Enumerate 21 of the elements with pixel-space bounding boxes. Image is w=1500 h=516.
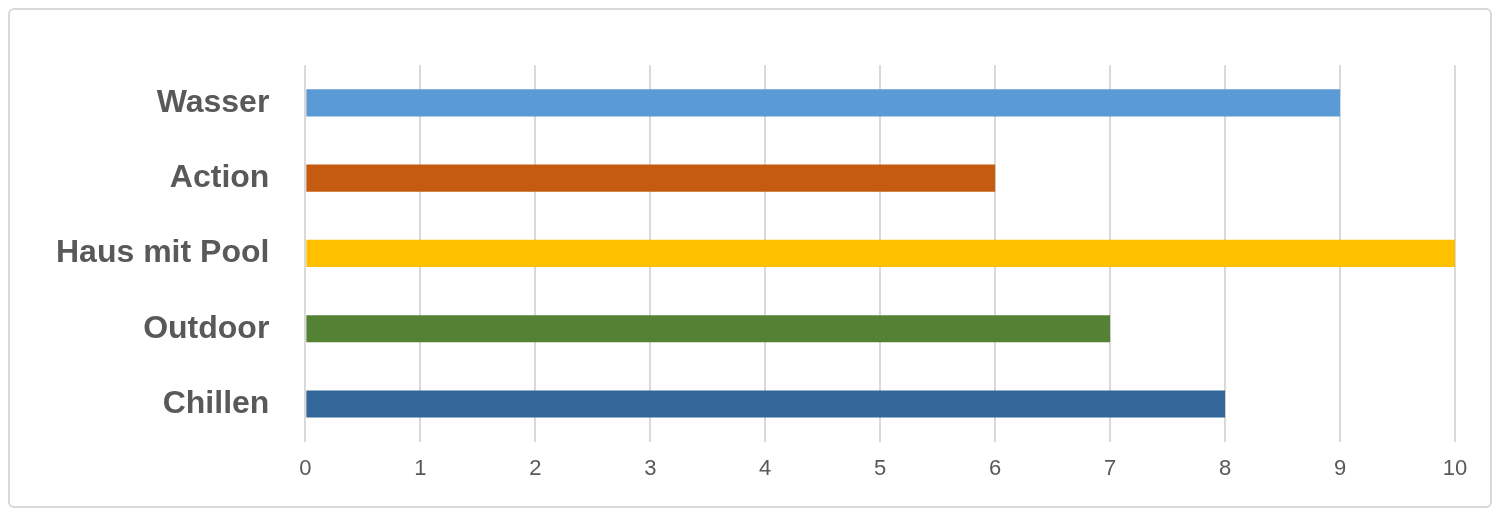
bar xyxy=(306,164,996,192)
x-tick-label: 8 xyxy=(1218,454,1232,480)
bar xyxy=(306,239,1455,267)
y-tick-label: Action xyxy=(169,157,270,194)
x-tick-label: 3 xyxy=(644,454,657,480)
x-tick-label: 2 xyxy=(529,454,542,480)
x-tick-label: 4 xyxy=(759,454,772,480)
x-tick-label: 5 xyxy=(874,454,887,480)
y-tick-label: Wasser xyxy=(156,82,270,119)
x-tick-label: 0 xyxy=(299,454,312,480)
x-tick-label: 10 xyxy=(1442,454,1468,480)
x-tick-label: 6 xyxy=(989,454,1002,480)
y-tick-label: Chillen xyxy=(162,383,270,420)
x-tick-label: 7 xyxy=(1103,454,1117,480)
x-tick-label: 1 xyxy=(414,454,427,480)
y-tick-label: Outdoor xyxy=(143,308,270,345)
bar xyxy=(306,89,1341,117)
y-tick-label: Haus mit Pool xyxy=(56,233,270,270)
bar xyxy=(306,315,1111,343)
x-tick-label: 9 xyxy=(1333,454,1347,480)
bar xyxy=(306,390,1226,418)
